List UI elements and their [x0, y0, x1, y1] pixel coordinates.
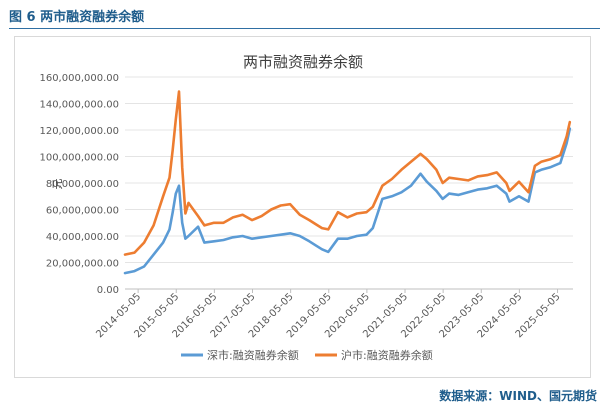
series-lines: [123, 90, 572, 275]
chart-legend: 深市:融资融券余额 沪市:融资融券余额: [181, 348, 433, 362]
y-tick-label: 100,000,000.00: [39, 153, 119, 164]
series-line-1: [123, 127, 572, 275]
chart-title: 两市融资融券余额: [243, 53, 363, 71]
y-axis-ticks: 0.00 20,000,000.00 40,000,000.00 60,000,000…: [39, 73, 119, 296]
legend-label-2: 沪市:融资融券余额: [341, 348, 433, 362]
y-tick-label: 20,000,000.00: [46, 259, 119, 270]
y-axis-label: 元: [51, 179, 64, 190]
chart-container: 两市融资融券余额 元 0.00 20,000,000.00 40,000,000.0…: [14, 36, 591, 378]
y-tick-label: 120,000,000.00: [39, 126, 119, 137]
y-tick-label: 40,000,000.00: [46, 232, 119, 243]
series-line-2: [123, 90, 572, 256]
line-chart: 两市融资融券余额 元 0.00 20,000,000.00 40,000,000.0…: [39, 53, 573, 362]
y-tick-label: 80,000,000.00: [46, 179, 119, 190]
figure-caption: 图 6 两市融资融券余额: [9, 10, 145, 25]
y-tick-label: 140,000,000.00: [39, 100, 119, 111]
source-note: 数据来源：WIND、国元期货: [439, 389, 597, 403]
caption-divider: [9, 28, 600, 29]
x-axis-ticks: 2014-05-052015-05-052016-05-052017-05-05…: [94, 289, 563, 340]
legend-label-1: 深市:融资融券余额: [207, 348, 299, 362]
grid-lines: [125, 76, 573, 290]
y-tick-label: 60,000,000.00: [46, 206, 119, 217]
y-tick-label: 160,000,000.00: [39, 73, 119, 84]
y-tick-label: 0.00: [97, 285, 119, 296]
